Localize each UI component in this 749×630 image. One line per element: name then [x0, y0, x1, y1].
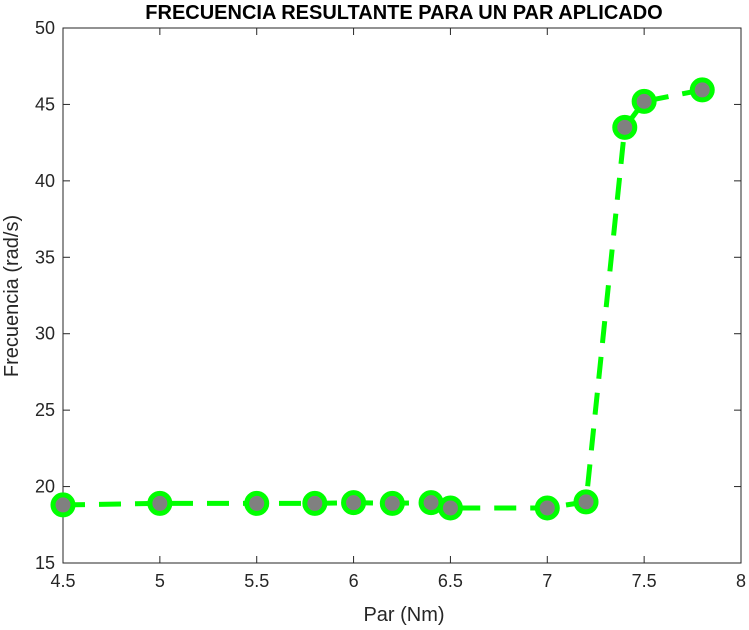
data-point [302, 490, 328, 516]
y-tick-label: 40 [35, 171, 55, 191]
chart-title: FRECUENCIA RESULTANTE PARA UN PAR APLICA… [145, 2, 662, 24]
data-point [612, 114, 638, 140]
x-tick-label: 5 [155, 571, 165, 591]
data-point [573, 489, 599, 515]
data-point [244, 490, 270, 516]
y-tick-label: 25 [35, 400, 55, 420]
y-tick-label: 15 [35, 553, 55, 573]
x-axis-title: Par (Nm) [363, 604, 444, 626]
x-tick-label: 8 [736, 571, 746, 591]
x-tick-label: 5.5 [244, 571, 269, 591]
data-point [147, 490, 173, 516]
x-tick-label: 7.5 [632, 571, 657, 591]
data-point [534, 495, 560, 521]
y-axis-title: Frecuencia (rad/s) [1, 215, 23, 377]
x-tick-label: 4.5 [50, 571, 75, 591]
y-tick-label: 50 [35, 18, 55, 38]
y-tick-label: 45 [35, 94, 55, 114]
data-point [341, 490, 367, 516]
data-point [631, 88, 657, 114]
data-point [437, 495, 463, 521]
y-tick-label: 35 [35, 247, 55, 267]
x-tick-label: 6 [349, 571, 359, 591]
data-point [379, 490, 405, 516]
x-tick-label: 6.5 [438, 571, 463, 591]
data-point [689, 77, 715, 103]
y-tick-label: 30 [35, 324, 55, 344]
y-tick-label: 20 [35, 477, 55, 497]
x-tick-label: 7 [542, 571, 552, 591]
data-point [50, 492, 76, 518]
